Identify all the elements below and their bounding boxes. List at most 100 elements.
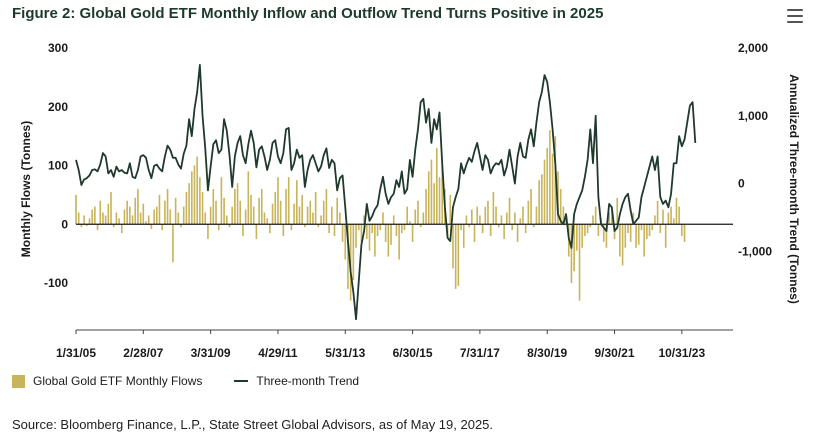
flow-bar [102, 212, 104, 225]
flow-bar [312, 212, 314, 225]
flow-bar [347, 224, 349, 289]
flow-bar [664, 224, 667, 248]
flow-bar [449, 194, 452, 225]
flow-bar [576, 224, 578, 251]
flow-bar [352, 224, 355, 281]
x-tick-label: 1/31/05 [56, 346, 96, 360]
flow-bar [651, 224, 654, 231]
flow-bar [471, 209, 473, 225]
flow-bar [185, 191, 188, 225]
flow-bar [395, 224, 398, 236]
flow-bar [255, 224, 258, 239]
flow-bar [282, 224, 285, 236]
flow-bar [640, 224, 643, 231]
flow-bar [107, 203, 110, 225]
flow-bar [172, 224, 174, 263]
flow-bar [573, 224, 575, 272]
flow-bar [430, 159, 433, 225]
flow-bar [242, 224, 244, 236]
flow-bar [147, 215, 150, 225]
flow-bar [374, 224, 376, 257]
flow-bar [570, 224, 573, 283]
flow-bar [99, 200, 102, 225]
flow-bar [629, 224, 632, 242]
flow-bar [514, 212, 516, 225]
flow-bar [80, 224, 83, 228]
flow-bar [252, 206, 255, 225]
flow-bar [643, 224, 645, 257]
y-left-tick-label: 200 [48, 100, 68, 114]
flow-bar [632, 212, 635, 225]
flow-bar [336, 197, 338, 225]
flow-bar [527, 200, 530, 225]
flow-bar [406, 206, 408, 225]
flow-bar [409, 221, 411, 225]
flow-bar [366, 224, 368, 239]
flow-bar [333, 224, 336, 236]
flow-bar [481, 224, 484, 234]
y-right-axis-title: Annualized Three-month Trend (Tonnes) [787, 74, 801, 304]
flow-bar [516, 224, 519, 242]
flow-bar [290, 224, 293, 231]
flow-bar [180, 224, 182, 228]
flow-bar [524, 224, 527, 234]
flow-bar [260, 189, 263, 225]
flow-bar [683, 224, 686, 242]
flow-bar [619, 224, 621, 257]
flow-bar [659, 224, 662, 234]
flow-bar [390, 224, 392, 245]
flow-bar [131, 215, 134, 225]
flow-bar [538, 180, 540, 225]
flow-bar [277, 177, 279, 225]
flow-bar [234, 189, 236, 225]
legend-item-line[interactable]: Three-month Trend [228, 374, 359, 388]
legend-item-bars[interactable]: Global Gold ETF Monthly Flows [12, 374, 202, 388]
flow-bar [559, 189, 562, 225]
flow-bar [672, 218, 675, 225]
flow-bar [155, 206, 158, 225]
flow-bar [357, 224, 360, 231]
flow-bar [438, 177, 441, 225]
flow-bar [217, 224, 220, 231]
flow-bar [91, 209, 93, 225]
flow-bar [602, 224, 605, 242]
flow-bar [204, 212, 207, 225]
x-tick-label: 2/28/07 [123, 346, 163, 360]
flow-bar [212, 189, 215, 225]
y-right-ticks: 2,000 1,000 0 -1,000 [738, 41, 772, 258]
flow-bar [608, 212, 610, 225]
legend: Global Gold ETF Monthly Flows Three-mont… [12, 374, 385, 388]
flow-bar [384, 224, 387, 242]
flow-bar [417, 200, 419, 225]
flow-bar [506, 212, 508, 225]
flow-bar [624, 224, 627, 248]
flow-bar [670, 206, 672, 225]
x-tick-label: 9/30/21 [594, 346, 634, 360]
flow-bar [330, 206, 333, 225]
flow-bar [223, 197, 225, 225]
flow-bar [611, 206, 613, 225]
flow-bar [637, 224, 640, 245]
flow-bar [118, 218, 120, 225]
flow-bar [166, 189, 169, 225]
flow-bar [616, 197, 619, 225]
x-tick-label: 7/31/17 [460, 346, 500, 360]
hamburger-menu-icon[interactable] [787, 9, 803, 23]
flow-bar [454, 224, 457, 289]
flow-bar [422, 212, 425, 225]
flow-bar [298, 206, 301, 225]
flow-bar [427, 171, 430, 225]
flow-bar [309, 200, 312, 225]
flow-bar [182, 206, 185, 225]
flow-bar [75, 194, 77, 225]
flow-bar [441, 165, 444, 225]
flow-bar [96, 224, 99, 231]
flow-bar [519, 218, 522, 225]
flow-bar [145, 221, 147, 225]
flow-bar [322, 200, 325, 225]
flow-bar [325, 189, 328, 225]
flow-bar [387, 224, 390, 257]
flow-bar [376, 224, 379, 236]
flow-bar [271, 203, 274, 225]
